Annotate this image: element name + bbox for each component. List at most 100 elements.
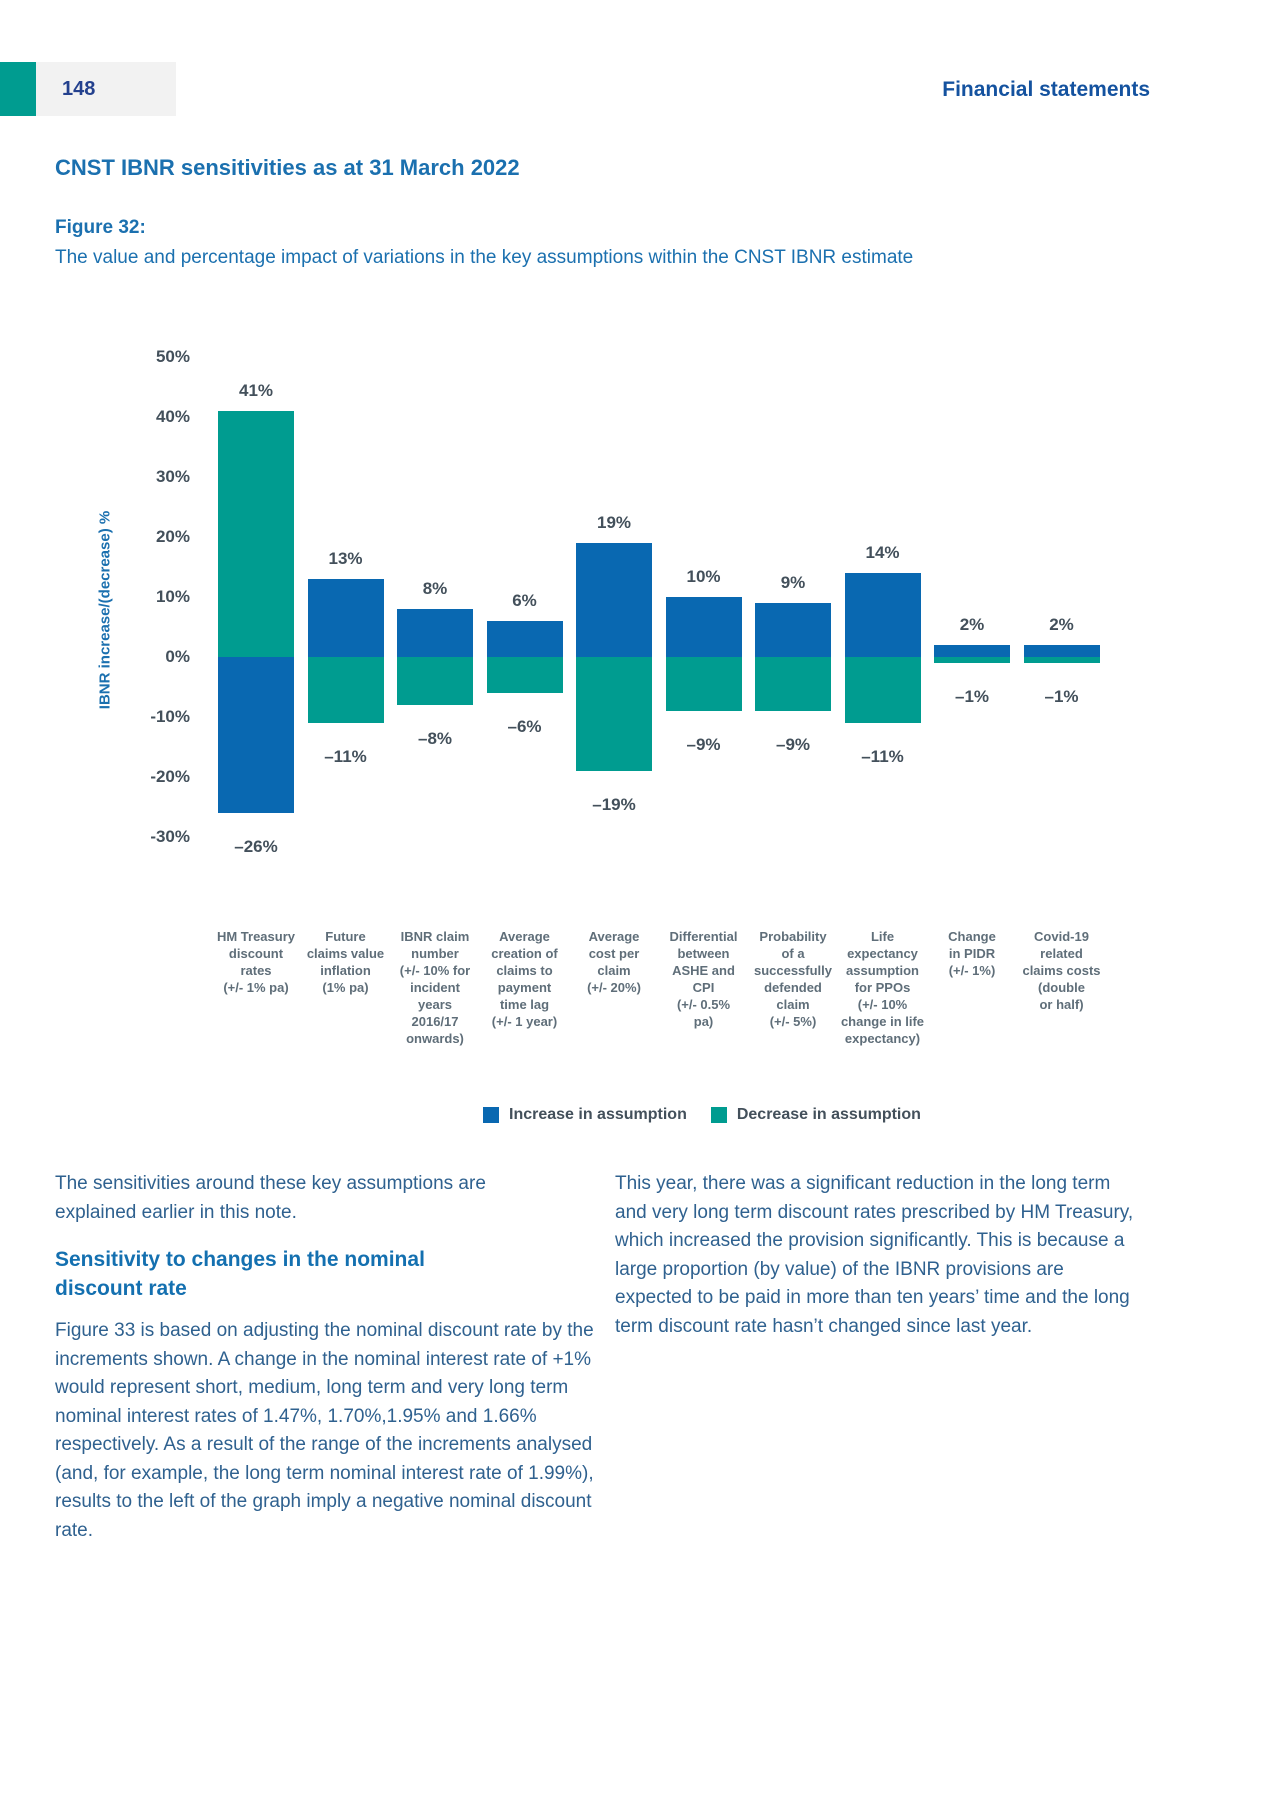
bar-decrease-segment [576, 657, 652, 771]
header-accent-block [0, 62, 36, 116]
bar-value-label: –1% [954, 687, 990, 706]
category-label-line: between [677, 946, 730, 961]
legend-swatch [483, 1107, 499, 1123]
category-label-line: inflation [320, 963, 371, 978]
bar-value-label: 2% [1049, 615, 1074, 634]
category-label: Change in PIDR (+/- 1%) [897, 928, 1047, 979]
category-label: Average creation of claims to payment time l… [450, 928, 600, 1030]
page-number: 148 [62, 78, 96, 100]
bar-decrease-segment [934, 657, 1010, 663]
category-label-line: ASHE and [672, 963, 735, 978]
category-label: Probability of a successfully defended claim… [718, 928, 868, 1030]
bar-value-label: 10% [686, 567, 721, 586]
category-label-line: Average [588, 929, 640, 944]
chart-legend: Increase in assumption Decrease in assump… [483, 1106, 945, 1124]
category-label-line: Probability [759, 929, 827, 944]
bar-decrease-segment [844, 657, 921, 723]
y-axis-tick-label: 50% [155, 347, 190, 366]
bar-increase-segment [218, 657, 294, 813]
bar-increase-segment [844, 573, 921, 657]
bar-value-label: –26% [234, 837, 278, 856]
category-label-line: Average [499, 929, 550, 944]
y-axis-tick-label: 40% [155, 407, 190, 426]
bar-decrease-segment [665, 657, 742, 711]
category-label-line: HM Treasury [216, 929, 296, 944]
legend-label: Increase in assumption [509, 1106, 687, 1123]
category-label: Average cost per claim (+/- 20%) [539, 928, 689, 996]
bar-value-label: 19% [596, 513, 632, 532]
bar-decrease-segment [486, 657, 563, 693]
category-label-line: CPI [692, 980, 715, 995]
category-label-line: (double [1038, 980, 1085, 995]
category-label-line: claim [597, 963, 631, 978]
bar-increase-segment [397, 609, 473, 657]
category-label-line: (+/- 1% pa) [223, 980, 289, 995]
y-axis-tick-label: 10% [155, 587, 190, 606]
page-title: CNST IBNR sensitivities as at 31 March 2… [55, 155, 520, 180]
category-label-line: rates [240, 963, 272, 978]
body-left-column: The sensitivities around these key assum… [55, 1170, 595, 1561]
bar-increase-segment [755, 603, 831, 657]
bar-increase-segment [307, 579, 384, 657]
category-label-line: assumption [846, 963, 919, 978]
category-label-line: number [411, 946, 459, 961]
figure-label: Figure 32: [55, 217, 146, 238]
sensitivity-bar-chart: IBNR increase/(decrease) % 50% 40% 30% 20% 10… [97, 347, 1137, 1047]
bar-value-label: –9% [686, 735, 721, 754]
category-label-line: Change [948, 929, 996, 944]
category-label: Future claims value inflation (1% pa) [271, 928, 421, 996]
legend-item: Decrease in assumption [710, 1106, 921, 1124]
bar-value-label: –9% [775, 735, 811, 754]
category-label-line: (+/- 0.5% [676, 997, 731, 1012]
bar-value-label: –1% [1044, 687, 1079, 706]
y-axis-tick-label: 0% [165, 647, 190, 666]
category-label-line: claims to [496, 963, 553, 978]
category-label-line: related [1040, 946, 1083, 961]
bar-decrease-segment [755, 657, 831, 711]
category-label-line: (1% pa) [322, 980, 369, 995]
bar-increase-segment [576, 543, 652, 657]
category-label: IBNR claim number (+/- 10% for incident year… [360, 928, 510, 1047]
bar-value-label: 13% [328, 549, 363, 568]
bar-increase-segment [486, 621, 563, 657]
category-label-line: in PIDR [948, 946, 996, 961]
bar-decrease-segment [1023, 657, 1100, 663]
bar-increase-segment [1023, 645, 1100, 657]
bar-decrease-segment [397, 657, 473, 705]
category-label: Differential between ASHE and CPI (+/- 0.5% p… [629, 928, 779, 1030]
category-label-line: of a [781, 946, 805, 961]
category-label-line: (+/- 5%) [769, 1014, 817, 1029]
category-label-line: expectancy [847, 946, 918, 961]
bar-value-label: 8% [422, 579, 448, 598]
body-paragraph: Figure 33 is based on adjusting the nomi… [55, 1320, 594, 1541]
category-label-line: claims costs [1022, 963, 1101, 978]
y-axis-tick-label: 20% [155, 527, 190, 546]
bar-decrease-segment [218, 411, 294, 657]
legend-item: Increase in assumption [483, 1106, 687, 1124]
category-label-line: 2016/17 [411, 1014, 459, 1029]
body-right-column: This year, there was a significant reduc… [615, 1170, 1135, 1357]
category-label-line: claim [776, 997, 810, 1012]
bar-value-label: –11% [861, 747, 904, 766]
category-label-line: pa) [693, 1014, 714, 1029]
bar-value-label: –11% [324, 747, 367, 766]
bar-increase-segment [934, 645, 1010, 657]
category-label: Covid-19 related claims costs (double or hal… [987, 928, 1137, 1013]
y-axis-tick-label: 30% [155, 467, 190, 486]
category-label-line: cost per [588, 946, 640, 961]
category-label-line: for PPOs [854, 980, 911, 995]
bar-value-label: –8% [417, 729, 453, 748]
category-label-line: discount [228, 946, 284, 961]
category-label: HM Treasury discount rates (+/- 1% pa) [181, 928, 331, 996]
category-label-line: incident [410, 980, 460, 995]
bar-value-label: 6% [512, 591, 537, 610]
category-label-line: Life [870, 929, 895, 944]
category-label: Life expectancy assumption for PPOs (+/- 10%… [808, 928, 958, 1047]
category-label-line: Covid-19 [1034, 929, 1089, 944]
body-paragraph: The sensitivities around these key assum… [55, 1173, 486, 1223]
category-label-line: (+/- 1%) [948, 963, 996, 978]
bar-increase-segment [665, 597, 742, 657]
bar-value-label: –6% [507, 717, 542, 736]
y-axis-tick-label: -20% [150, 767, 190, 786]
